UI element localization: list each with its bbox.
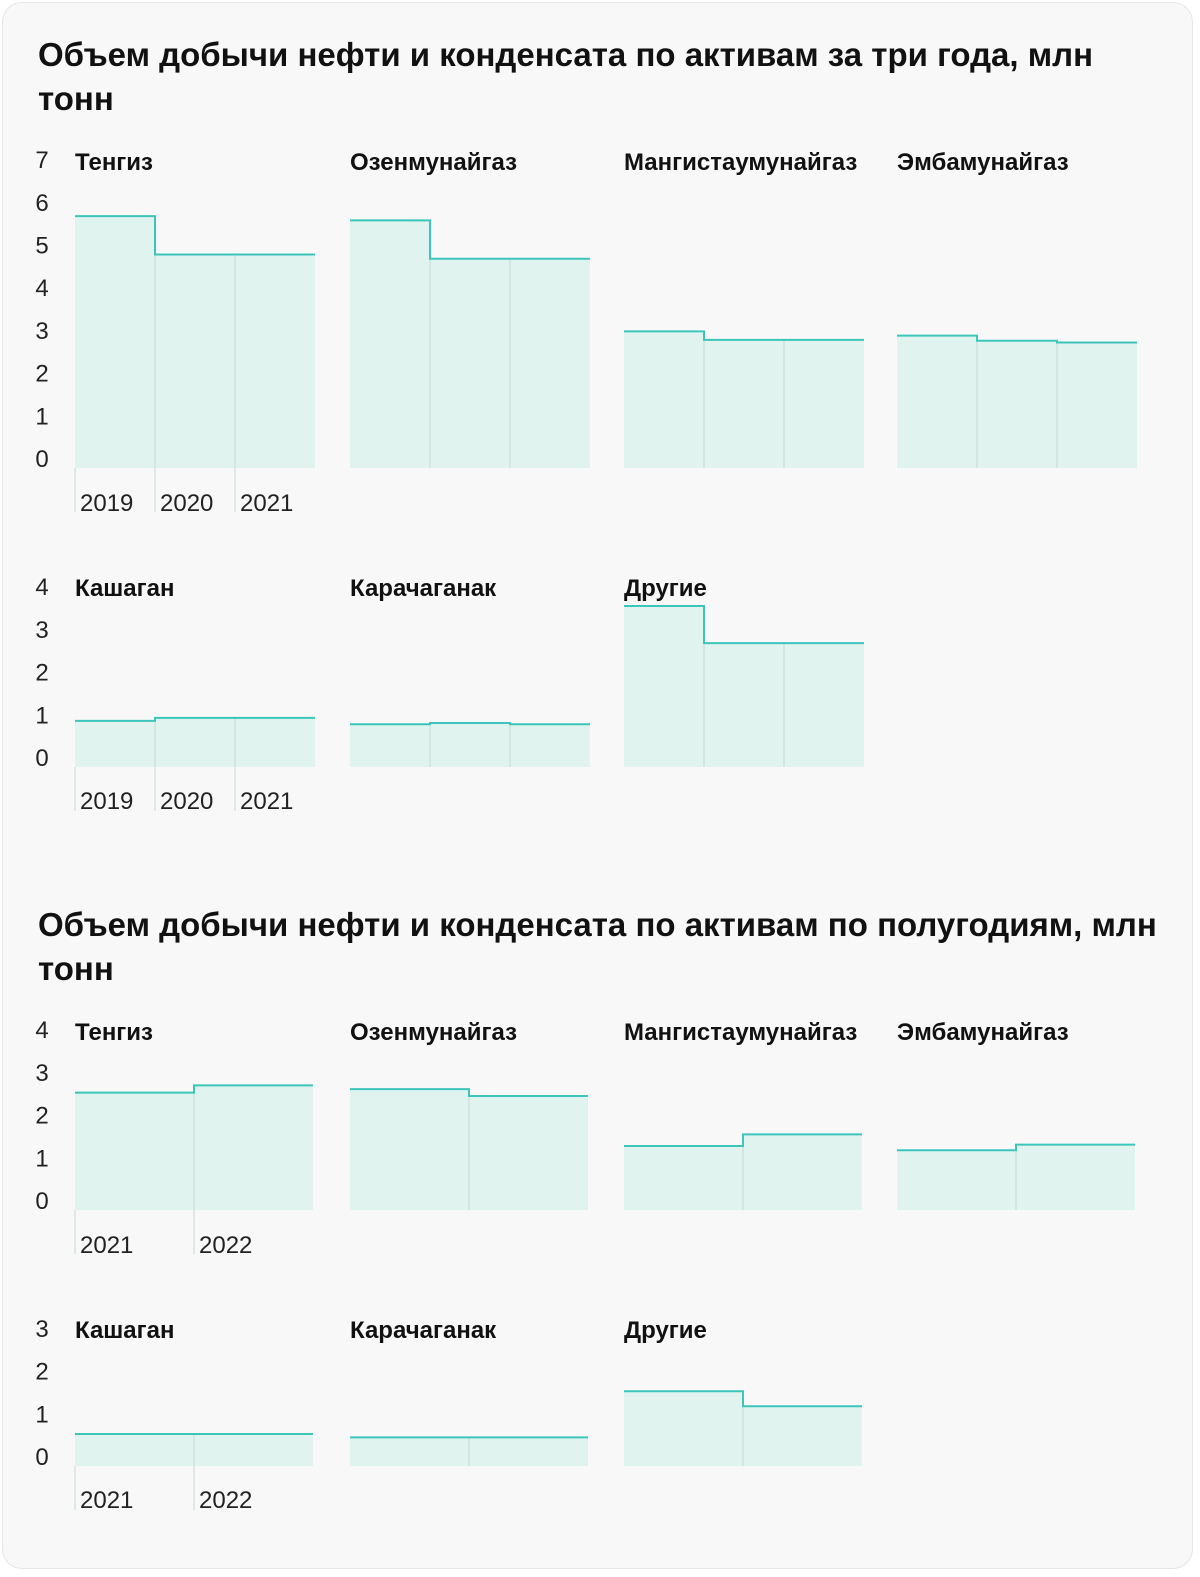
bar (350, 724, 430, 767)
x-tick-label: 2021 (80, 1232, 133, 1259)
bar (155, 254, 235, 468)
bar (155, 717, 235, 767)
panel-title: Озенмунайгаз (350, 149, 517, 176)
panel-title: Карачаганак (350, 575, 497, 602)
bar (194, 1085, 313, 1210)
y-tick-label: 1 (35, 1145, 48, 1172)
y-tick-label: 0 (35, 745, 48, 772)
y-tick-label: 4 (35, 1017, 48, 1044)
panel-title: Мангистаумунайгаз (624, 1019, 857, 1046)
series-step-line (624, 330, 864, 341)
bar (75, 1433, 194, 1466)
y-tick-label: 2 (35, 1103, 48, 1130)
bar (624, 331, 704, 468)
panel-title: Тенгиз (75, 1019, 153, 1046)
bar (1016, 1144, 1135, 1210)
x-tick-label: 2021 (240, 788, 293, 815)
x-tick-label: 2020 (160, 490, 213, 517)
panel-title: Мангистаумунайгаз (624, 149, 857, 176)
panel-title: Эмбамунайгаз (897, 1019, 1069, 1046)
panel-title: Тенгиз (75, 149, 153, 176)
bar (704, 339, 784, 468)
series-step-line (897, 1143, 1135, 1152)
y-tick-label: 3 (35, 1316, 48, 1343)
x-tick-label: 2019 (80, 788, 133, 815)
y-tick-label: 6 (35, 190, 48, 217)
y-tick-label: 0 (35, 1188, 48, 1215)
bar (75, 1092, 194, 1210)
y-tick-label: 3 (35, 617, 48, 644)
series-step-line (624, 1390, 862, 1408)
y-tick-label: 2 (35, 660, 48, 687)
panel-title: Озенмунайгаз (350, 1019, 517, 1046)
y-tick-label: 7 (35, 147, 48, 174)
series-step-line (75, 716, 315, 722)
series-step-line (350, 722, 590, 726)
y-tick-label: 0 (35, 446, 48, 473)
bar (624, 1145, 743, 1210)
y-tick-label: 1 (35, 403, 48, 430)
y-tick-label: 2 (35, 361, 48, 388)
bar (784, 643, 864, 767)
series-step-line (624, 1133, 862, 1147)
bar (784, 339, 864, 468)
bar (235, 717, 315, 767)
bar (1057, 342, 1137, 468)
y-tick-label: 3 (35, 318, 48, 345)
bar (235, 254, 315, 468)
x-tick-label: 2022 (199, 1232, 252, 1259)
y-tick-label: 1 (35, 702, 48, 729)
y-tick-label: 1 (35, 1401, 48, 1428)
bar (430, 723, 510, 767)
bar (75, 216, 155, 468)
y-tick-label: 3 (35, 1060, 48, 1087)
x-tick-label: 2019 (80, 490, 133, 517)
series-step-line (624, 605, 864, 645)
bar (897, 335, 977, 468)
bar (897, 1150, 1016, 1210)
panel-title: Другие (624, 575, 707, 602)
bar (510, 258, 590, 468)
bar (469, 1437, 588, 1466)
panel-title: Кашаган (75, 575, 174, 602)
x-tick-label: 2021 (240, 490, 293, 517)
series-step-line (350, 1088, 588, 1097)
y-tick-label: 5 (35, 233, 48, 260)
y-tick-label: 2 (35, 1359, 48, 1386)
bar (350, 220, 430, 468)
bar (624, 1391, 743, 1466)
panel-title: Эмбамунайгаз (897, 149, 1069, 176)
y-tick-label: 4 (35, 574, 48, 601)
x-tick-label: 2022 (199, 1487, 252, 1514)
panel-title: Другие (624, 1317, 707, 1344)
bar (430, 258, 510, 468)
x-tick-label: 2020 (160, 788, 213, 815)
chart-title-half-years: Объем добычи нефти и конденсата по актив… (38, 906, 1157, 987)
series-step-line (897, 334, 1137, 344)
panel-title: Кашаган (75, 1317, 174, 1344)
series-step-line (75, 1084, 313, 1094)
panel-title: Карачаганак (350, 1317, 497, 1344)
bar (510, 724, 590, 767)
bar (350, 1089, 469, 1210)
bar (350, 1437, 469, 1466)
bar (743, 1406, 862, 1466)
x-tick-label: 2021 (80, 1487, 133, 1514)
bar (977, 340, 1057, 468)
y-tick-label: 4 (35, 275, 48, 302)
bar (469, 1095, 588, 1210)
chart-title-three-years: Объем добычи нефти и конденсата по актив… (38, 36, 1094, 117)
bar (743, 1134, 862, 1210)
bar (75, 720, 155, 767)
y-tick-label: 0 (35, 1444, 48, 1471)
bar (704, 643, 784, 767)
bar (624, 606, 704, 767)
series-step-line (75, 215, 315, 256)
series-step-line (350, 219, 590, 260)
bar (194, 1433, 313, 1466)
